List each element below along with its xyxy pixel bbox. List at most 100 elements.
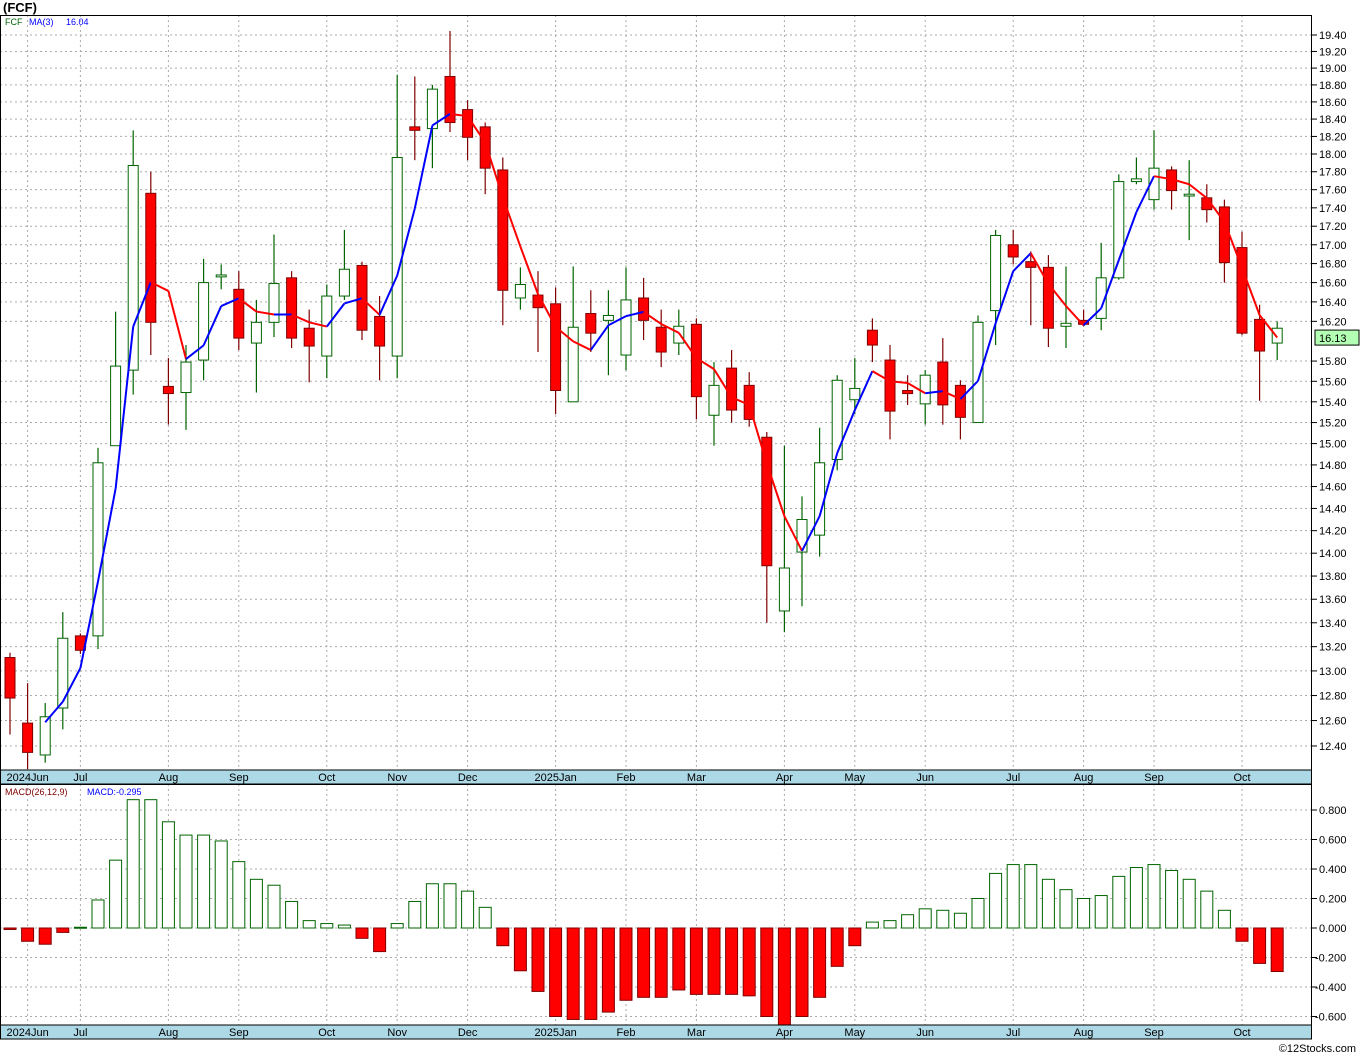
macd-x-axis-month-label: Dec — [458, 1027, 478, 1039]
macd-bar-negative — [496, 927, 510, 947]
ma-segment — [1171, 178, 1190, 186]
candle-up — [831, 379, 843, 461]
ma-segment — [660, 323, 680, 334]
price-x-axis-band — [0, 769, 1312, 785]
macd-bar-negative — [531, 927, 545, 992]
price-grid — [0, 15, 1311, 770]
price-tick-label: 17.60 — [1319, 185, 1347, 197]
ma-segment — [1205, 197, 1226, 223]
x-axis-month-label: Aug — [159, 772, 179, 784]
ma-segment — [132, 281, 152, 327]
macd-bar-positive — [1112, 875, 1126, 929]
macd-bar-negative — [848, 927, 862, 947]
ma-segment — [291, 313, 310, 324]
ma-segment — [308, 321, 328, 328]
ma-segment — [537, 293, 557, 328]
macd-x-axis-month-label: 2025Jan — [534, 1027, 576, 1039]
candle-down — [479, 126, 491, 169]
macd-bar-positive — [953, 912, 967, 929]
candle-down — [22, 722, 34, 753]
macd-bar-positive — [918, 908, 932, 929]
price-tick-label: 17.80 — [1319, 167, 1347, 179]
macd-bar-positive — [1147, 864, 1161, 929]
macd-bar-negative — [777, 927, 791, 1026]
macd-x-axis-month-label: Feb — [617, 1027, 636, 1039]
ma-segment — [1258, 314, 1278, 339]
candle-up — [708, 384, 720, 416]
price-tick-label: 15.40 — [1319, 397, 1347, 409]
macd-bars — [3, 799, 1284, 1026]
macd-bar-positive — [267, 884, 281, 929]
macd-tick-label: -0.600 — [1315, 1012, 1346, 1024]
candle-down — [655, 326, 667, 353]
macd-x-axis-month-label: Nov — [387, 1027, 407, 1039]
ma-segment — [150, 281, 169, 292]
ma-segment — [572, 340, 592, 351]
macd-bar-positive — [214, 840, 228, 929]
chart-title: (FCF) — [3, 0, 37, 15]
price-tick-label: 14.00 — [1319, 548, 1347, 560]
ma-segment — [1100, 259, 1120, 309]
price-tick-label: 15.80 — [1319, 356, 1347, 368]
macd-bar-positive — [1041, 878, 1055, 929]
ma-segment — [959, 380, 979, 400]
ma-segment — [643, 311, 662, 325]
candle-up — [620, 299, 632, 356]
ma-segment — [1117, 211, 1138, 261]
candle-down — [638, 297, 650, 321]
candle-down — [937, 361, 949, 406]
candle-down — [1254, 318, 1266, 352]
ma-segment — [907, 382, 926, 395]
ma-segment — [818, 452, 839, 517]
price-tick-label: 16.40 — [1319, 297, 1347, 309]
candle-up — [673, 325, 685, 344]
macd-bar-positive — [197, 834, 211, 929]
price-tick-label: 13.80 — [1319, 571, 1347, 583]
ma-segment — [765, 463, 786, 517]
ma-segment — [801, 515, 821, 552]
candle-up — [1271, 327, 1283, 344]
macd-bar-negative — [566, 927, 580, 1020]
macd-x-axis-month-label: Jul — [73, 1027, 87, 1039]
candle-down — [145, 192, 157, 323]
ma-segment — [1223, 221, 1243, 269]
macd-bar-positive — [461, 890, 475, 929]
ma-segment — [853, 370, 874, 411]
ma-segment — [396, 208, 416, 276]
ma-segment — [607, 315, 627, 327]
macd-bar-positive — [1217, 909, 1231, 929]
ma-segment — [501, 196, 522, 247]
x-axis-month-label: Dec — [458, 772, 478, 784]
ma-segment — [1082, 307, 1102, 326]
candle-down — [1218, 206, 1230, 264]
candle-down — [356, 264, 368, 331]
macd-x-axis-month-label: 2024Jun — [6, 1027, 48, 1039]
macd-bar-negative — [637, 927, 651, 998]
macd-bar-negative — [355, 927, 369, 939]
ma-segment — [748, 404, 768, 464]
macd-bar-positive — [1200, 890, 1214, 929]
macd-tick-label: 0.000 — [1319, 923, 1347, 935]
macd-bar-negative — [725, 927, 739, 995]
price-tick-label: 16.80 — [1319, 259, 1347, 271]
ma-segment — [783, 515, 803, 552]
ma-segment — [1188, 183, 1208, 199]
x-axis-month-label: Sep — [1144, 772, 1164, 784]
ma-segment — [836, 409, 856, 454]
ma-line — [44, 112, 1278, 723]
price-tick-label: 13.60 — [1319, 594, 1347, 606]
price-tick-label: 18.60 — [1319, 97, 1347, 109]
price-tick-label: 18.80 — [1319, 80, 1347, 92]
macd-bar-negative — [3, 927, 17, 930]
ma-segment — [79, 581, 99, 669]
price-tick-label: 19.40 — [1319, 30, 1347, 42]
ma-segment — [695, 357, 715, 370]
macd-bar-positive — [989, 872, 1003, 929]
price-tick-label: 18.20 — [1319, 131, 1347, 143]
macd-tick-label: 0.800 — [1319, 805, 1347, 817]
price-tick-label: 17.00 — [1319, 240, 1347, 252]
macd-bar-negative — [21, 927, 35, 942]
candle-down — [374, 315, 386, 347]
candle-down — [1025, 261, 1037, 268]
macd-bar-negative — [513, 927, 527, 972]
